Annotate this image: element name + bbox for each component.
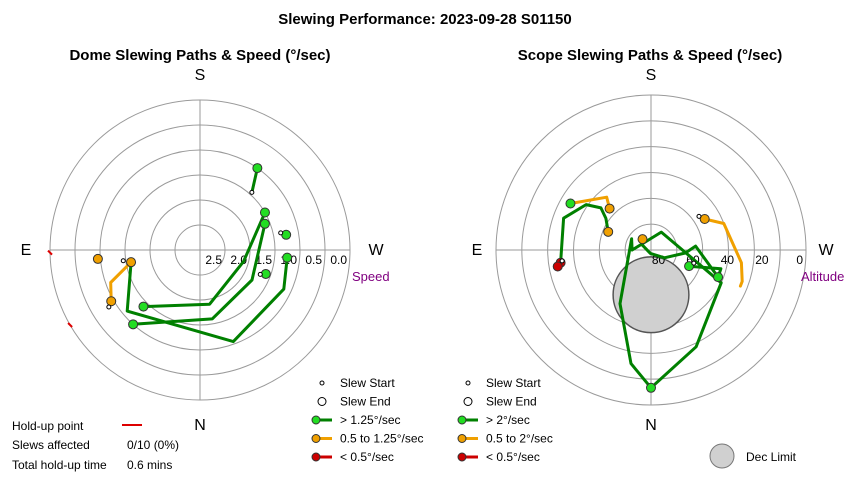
total-holdup-value: 0.6 mins <box>127 458 172 472</box>
legend-start-swatch <box>465 380 471 386</box>
dome-compass-right: W <box>368 242 384 259</box>
legend-end-swatch <box>463 397 473 406</box>
legend-end-label: Slew End <box>340 395 391 409</box>
scope-slew-end-marker <box>637 234 648 245</box>
scope-tick-label: 20 <box>755 253 769 267</box>
dome-holdup-point <box>67 322 73 328</box>
dec-limit-legend-swatch <box>709 443 735 469</box>
dec-limit-legend: Dec Limit <box>709 443 797 469</box>
dome-grid <box>49 99 351 401</box>
holdup-point-label: Hold-up point <box>12 419 84 433</box>
scope-slew-end-marker <box>699 214 710 224</box>
scope-slew-end-marker <box>713 272 724 283</box>
dome-slew-end-marker <box>252 163 263 174</box>
legend-fast-marker <box>457 415 467 425</box>
dome-compass-bottom: N <box>194 417 206 434</box>
dome-slew-start-marker <box>257 271 263 277</box>
dome-chart: Dome Slewing Paths & Speed (°/sec) S N E… <box>21 47 390 434</box>
scope-compass-bottom: N <box>645 417 657 434</box>
dome-tick-label: 0.0 <box>330 253 347 267</box>
holdup-stats: Hold-up point Slews affected 0/10 (0%) T… <box>12 419 179 472</box>
legend-slow-marker <box>457 452 467 462</box>
scope-slew-start-marker <box>559 258 565 264</box>
slews-affected-value: 0/10 (0%) <box>127 438 179 452</box>
dome-slew-path <box>109 260 133 303</box>
dome-slew-start-marker <box>249 189 255 195</box>
dome-tick-label: 0.5 <box>305 253 322 267</box>
scope-slew-path <box>640 237 723 279</box>
dec-limit-legend-label: Dec Limit <box>746 450 797 464</box>
legend-mid-marker <box>311 434 321 443</box>
dome-slew-end-marker <box>259 218 270 229</box>
dec-limit-region <box>612 256 690 334</box>
scope-tick-label: 40 <box>721 253 735 267</box>
legend-start-label: Slew Start <box>486 376 541 390</box>
scope-slew-end-marker <box>565 198 576 209</box>
dome-chart-title: Dome Slewing Paths & Speed (°/sec) <box>69 47 330 64</box>
legend-fast-label: > 2°/sec <box>486 413 530 427</box>
legend-start-swatch <box>319 380 325 386</box>
scope-tick-label: 0 <box>796 253 803 267</box>
scope-chart: Scope Slewing Paths & Speed (°/sec) S N … <box>472 47 845 434</box>
legend-slow-marker <box>311 452 321 462</box>
dome-slew-path <box>141 211 267 309</box>
scope-legend: Slew Start Slew End > 2°/sec 0.5 to 2°/sec <… <box>457 376 553 464</box>
dome-slew-path <box>131 222 267 326</box>
scope-slew-path <box>618 230 723 390</box>
dome-markers <box>47 163 293 330</box>
legend-mid-label: 0.5 to 2°/sec <box>486 432 553 446</box>
dec-limit-circle <box>612 256 690 334</box>
scope-compass-left: E <box>472 242 483 259</box>
dome-legend: Slew Start Slew End > 1.25°/sec 0.5 to 1.25… <box>311 376 424 464</box>
slews-affected-label: Slews affected <box>12 438 90 452</box>
scope-compass-right: W <box>818 242 834 259</box>
total-holdup-label: Total hold-up time <box>12 458 107 472</box>
dome-slew-end-marker <box>138 301 149 312</box>
legend-fast-marker <box>311 415 321 425</box>
dome-holdup-point <box>47 249 53 256</box>
dome-compass-top: S <box>195 67 206 84</box>
dome-slew-path <box>125 256 289 344</box>
dome-slew-end-marker <box>282 252 293 263</box>
dome-slew-end-marker <box>106 296 117 307</box>
scope-slew-end-marker <box>552 261 563 272</box>
dome-compass-left: E <box>21 242 32 259</box>
scope-slew-end-marker <box>646 382 656 393</box>
scope-slew-start-marker <box>691 260 697 266</box>
main-title: Slewing Performance: 2023-09-28 S01150 <box>278 11 572 28</box>
dome-radial-axis-label: Speed <box>352 269 390 284</box>
dome-slew-start-marker <box>106 304 112 310</box>
legend-end-label: Slew End <box>486 395 537 409</box>
legend-slow-label: < 0.5°/sec <box>340 450 394 464</box>
legend-mid-marker <box>457 434 467 443</box>
scope-paths <box>559 195 744 390</box>
legend-start-label: Slew Start <box>340 376 395 390</box>
dome-slew-end-marker <box>92 253 103 264</box>
dome-slew-end-marker <box>259 207 270 218</box>
legend-fast-label: > 1.25°/sec <box>340 413 401 427</box>
dome-slew-start-marker <box>278 230 284 236</box>
scope-slew-start-marker <box>696 213 702 219</box>
scope-radial-axis-label: Altitude <box>801 269 844 284</box>
scope-chart-title: Scope Slewing Paths & Speed (°/sec) <box>518 47 782 64</box>
dome-slew-end-marker <box>128 319 139 330</box>
scope-markers <box>552 198 724 393</box>
dome-tick-label: 1.5 <box>255 253 272 267</box>
scope-slew-end-marker <box>604 203 615 214</box>
scope-slew-end-marker <box>603 226 614 237</box>
legend-slow-label: < 0.5°/sec <box>486 450 540 464</box>
legend-end-swatch <box>317 397 327 406</box>
legend-mid-label: 0.5 to 1.25°/sec <box>340 432 424 446</box>
scope-slew-path <box>559 203 610 265</box>
dome-slew-start-marker <box>120 258 126 264</box>
scope-grid <box>495 94 807 406</box>
scope-slew-end-marker <box>684 261 695 272</box>
dome-slew-end-marker <box>126 257 137 268</box>
scope-compass-top: S <box>646 67 657 84</box>
dome-slew-end-marker <box>281 229 292 240</box>
dome-radial-ticks: 2.52.01.51.00.50.0 <box>205 253 347 267</box>
dome-tick-label: 2.5 <box>205 253 222 267</box>
scope-slew-path <box>703 217 744 288</box>
